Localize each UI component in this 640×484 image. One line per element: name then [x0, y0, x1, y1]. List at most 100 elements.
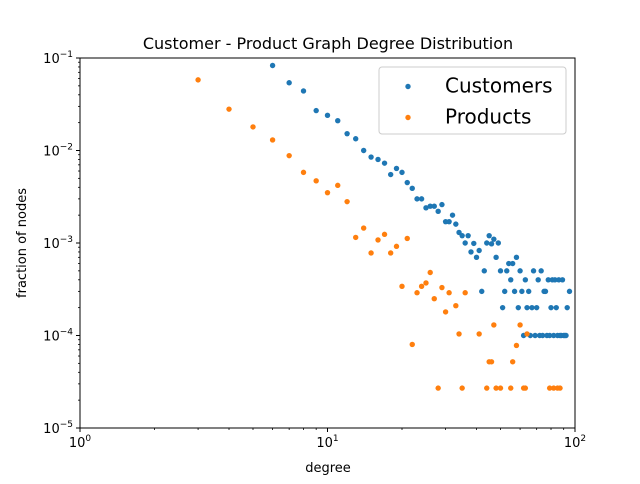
- data-point-products: [387, 250, 394, 256]
- data-point-products: [195, 77, 201, 83]
- data-point-products: [375, 237, 381, 243]
- data-point-customers: [431, 203, 437, 209]
- data-point-customers: [414, 196, 420, 202]
- data-point-products: [453, 302, 459, 309]
- points-layer: [195, 62, 573, 391]
- data-point-products: [344, 198, 350, 205]
- data-point-customers: [526, 288, 532, 295]
- x-tick-label: 100: [69, 434, 92, 451]
- data-point-customers: [435, 208, 441, 215]
- data-point-customers: [513, 254, 520, 261]
- y-tick-label: 10−3: [43, 235, 73, 252]
- data-point-customers: [387, 171, 394, 178]
- legend-marker-products: [405, 114, 411, 121]
- data-point-products: [409, 341, 415, 348]
- chart-title: Customer - Product Graph Degree Distribu…: [143, 34, 513, 53]
- legend: Customers Products: [378, 66, 567, 135]
- data-point-customers: [495, 240, 502, 246]
- data-point-customers: [493, 254, 499, 261]
- legend-label-customers: Customers: [445, 74, 553, 98]
- data-point-customers: [313, 107, 319, 114]
- data-point-products: [399, 283, 405, 290]
- data-point-products: [546, 385, 553, 391]
- data-point-products: [446, 290, 452, 296]
- data-point-products: [522, 385, 529, 391]
- legend-marker-customers: [405, 83, 411, 90]
- data-point-products: [491, 322, 497, 328]
- data-point-customers: [368, 154, 374, 160]
- data-point-customers: [530, 268, 537, 274]
- data-point-products: [286, 152, 292, 159]
- data-point-customers: [423, 205, 429, 211]
- data-point-customers: [519, 288, 525, 295]
- data-point-customers: [511, 288, 518, 295]
- data-point-products: [404, 235, 410, 242]
- data-point-customers: [344, 130, 350, 137]
- data-point-customers: [508, 277, 514, 283]
- data-point-products: [509, 359, 516, 365]
- data-point-products: [513, 342, 520, 349]
- data-point-customers: [404, 179, 410, 186]
- data-point-customers: [286, 80, 292, 86]
- data-point-customers: [491, 236, 497, 242]
- data-point-customers: [375, 156, 381, 163]
- data-point-products: [335, 182, 341, 189]
- data-point-customers: [446, 218, 452, 225]
- data-point-customers: [462, 240, 468, 246]
- data-point-customers: [468, 249, 474, 255]
- data-point-products: [414, 290, 420, 296]
- data-point-customers: [559, 277, 566, 283]
- legend-box: [378, 66, 567, 135]
- data-point-customers: [546, 332, 553, 339]
- data-point-products: [524, 331, 530, 337]
- y-axis-label: fraction of nodes: [15, 188, 30, 298]
- series-customers: [269, 62, 573, 339]
- data-point-customers: [524, 304, 530, 311]
- series-products: [195, 77, 563, 391]
- data-point-products: [427, 269, 433, 276]
- data-point-products: [431, 295, 437, 302]
- data-point-customers: [563, 332, 569, 339]
- data-point-customers: [548, 304, 554, 311]
- data-point-products: [488, 359, 495, 365]
- data-point-customers: [484, 240, 490, 246]
- data-point-customers: [529, 304, 535, 311]
- data-point-customers: [566, 288, 573, 295]
- data-point-products: [313, 178, 319, 184]
- data-point-products: [360, 225, 367, 231]
- data-point-customers: [479, 288, 485, 295]
- data-point-customers: [499, 304, 506, 311]
- data-point-customers: [449, 212, 456, 218]
- data-point-products: [353, 234, 359, 241]
- data-point-customers: [300, 88, 307, 94]
- data-point-customers: [564, 304, 570, 311]
- y-tick-label: 10−4: [43, 328, 73, 345]
- data-point-products: [442, 309, 449, 315]
- data-point-customers: [522, 277, 529, 283]
- data-point-customers: [269, 62, 276, 69]
- data-point-customers: [539, 332, 546, 339]
- data-point-products: [300, 169, 307, 176]
- data-point-customers: [552, 277, 558, 283]
- data-point-products: [456, 331, 462, 337]
- data-point-products: [439, 284, 445, 291]
- plot-area-frame: [79, 57, 576, 429]
- data-point-products: [557, 385, 563, 391]
- data-point-products: [484, 385, 490, 391]
- data-point-customers: [465, 232, 471, 239]
- data-point-customers: [532, 332, 538, 339]
- data-point-products: [226, 106, 232, 112]
- data-point-products: [459, 385, 465, 391]
- data-point-customers: [542, 288, 549, 295]
- data-point-customers: [399, 169, 405, 176]
- data-point-customers: [476, 247, 482, 254]
- data-point-products: [462, 290, 468, 296]
- data-point-products: [324, 189, 331, 196]
- data-point-customers: [393, 165, 400, 172]
- data-point-customers: [488, 241, 495, 247]
- data-point-customers: [515, 304, 521, 311]
- data-point-customers: [439, 201, 445, 208]
- data-point-customers: [550, 332, 557, 339]
- data-point-products: [497, 385, 504, 391]
- data-point-customers: [538, 268, 544, 274]
